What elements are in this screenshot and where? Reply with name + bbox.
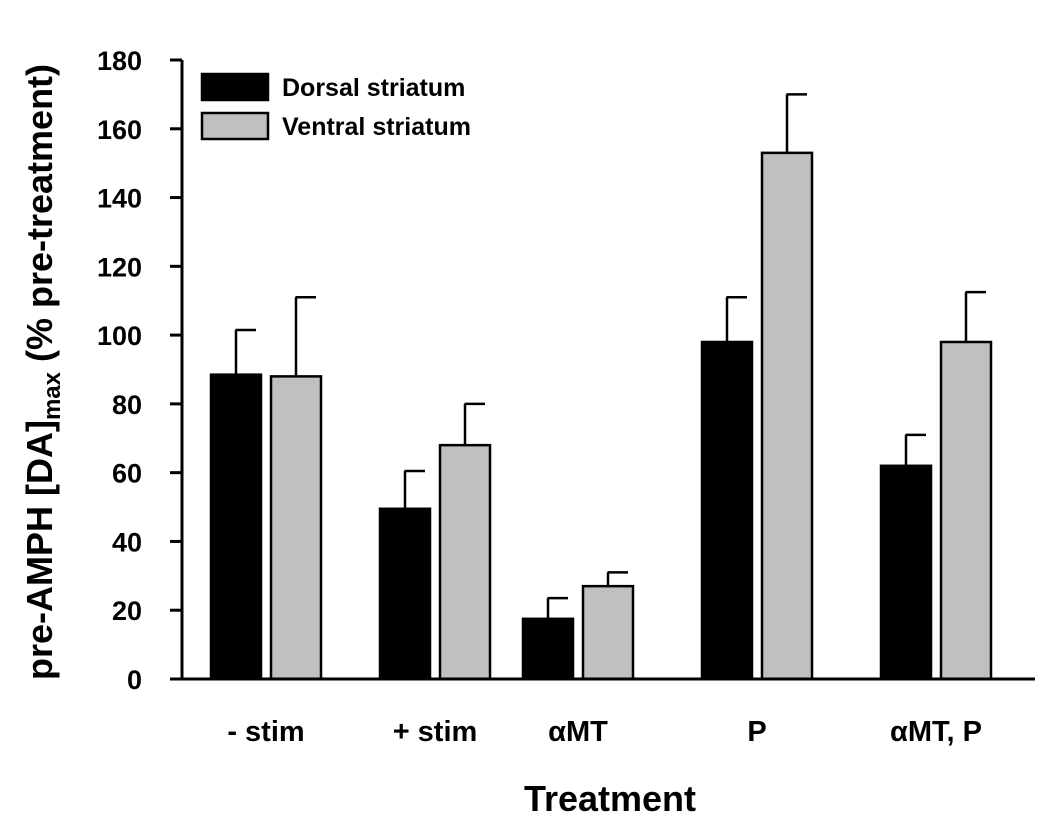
bar-ventral [581,584,635,681]
legend-swatch-ventral [200,111,270,141]
legend: Dorsal striatum Ventral striatum [200,72,471,141]
bar-ventral [438,443,492,681]
y-axis-title-suffix: (% pre-treatment) [19,64,60,372]
y-ticks: 0 20 40 60 80 100 120 140 160 180 [97,46,182,695]
bar-dorsal [209,373,263,681]
x-tick-label: - stim [227,716,304,748]
axes [180,60,1035,681]
y-tick-label: 120 [97,252,142,282]
y-axis-title-main: pre-AMPH [DA] [19,420,60,680]
y-tick-label: 140 [97,184,142,214]
bar-dorsal [700,340,754,681]
x-tick-label: P [747,716,766,748]
y-tick-label: 160 [97,115,142,145]
bar-ventral [939,340,993,681]
legend-label-ventral: Ventral striatum [282,113,471,141]
bars [209,151,993,681]
bar-dorsal [378,507,432,681]
bar-dorsal [879,464,933,681]
y-tick-label: 60 [112,459,142,489]
y-axis-title: pre-AMPH [DA]max (% pre-treatment) [19,64,66,680]
bar-ventral [760,151,814,681]
y-tick-label: 180 [97,46,142,76]
y-axis-title-subscript: max [39,371,66,420]
y-tick-label: 80 [112,390,142,420]
x-tick-label: + stim [393,716,478,748]
y-tick-label: 20 [112,596,142,626]
error-bars [234,93,986,619]
x-tick-label: αMT [548,716,608,748]
y-tick-label: 100 [97,321,142,351]
bar-ventral [269,375,323,681]
y-tick-label: 0 [127,665,142,695]
x-axis-title: Treatment [524,778,696,814]
bar-dorsal [521,617,575,681]
legend-label-dorsal: Dorsal striatum [282,74,465,102]
legend-swatch-dorsal [200,72,270,102]
y-tick-label: 40 [112,527,142,557]
x-tick-label: αMT, P [890,716,982,748]
